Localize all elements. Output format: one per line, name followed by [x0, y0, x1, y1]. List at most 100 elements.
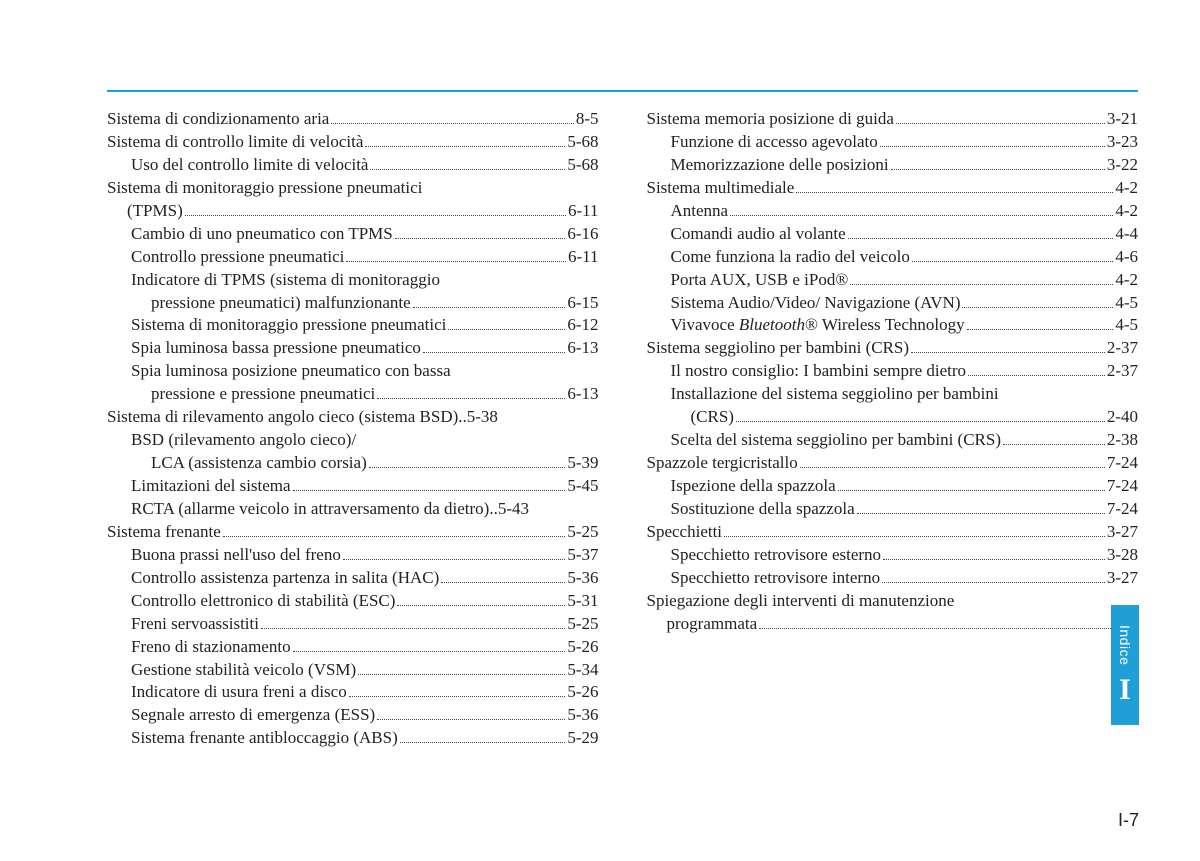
index-entry-page: 2-38	[1107, 429, 1138, 452]
index-entry-continuation: LCA (assistenza cambio corsia)	[131, 452, 367, 475]
index-entry-page: 3-27	[1107, 567, 1138, 590]
index-entry: Installazione del sistema seggiolino per…	[647, 383, 1139, 406]
index-entry-label: Ispezione della spazzola	[671, 475, 836, 498]
dot-leader	[800, 453, 1105, 468]
index-entry-label: Limitazioni del sistema	[131, 475, 291, 498]
index-entry: Sistema di rilevamento angolo cieco (sis…	[107, 406, 599, 429]
index-entry: Limitazioni del sistema 5-45	[107, 475, 599, 498]
index-entry: Spia luminosa bassa pressione pneumatico…	[107, 337, 599, 360]
index-entry-label: Sistema memoria posizione di guida	[647, 108, 894, 131]
dot-leader	[369, 453, 566, 468]
dot-leader	[377, 705, 565, 720]
index-entry: Freno di stazionamento 5-26	[107, 636, 599, 659]
dot-leader	[730, 200, 1113, 215]
index-entry: Segnale arresto di emergenza (ESS) 5-36	[107, 704, 599, 727]
dot-leader	[441, 567, 565, 582]
index-entry-page: 6-11	[568, 246, 599, 269]
index-entry-page: 4-6	[1115, 246, 1138, 269]
dot-leader	[759, 613, 1113, 628]
index-entry-label: Sistema Audio/Video/ Navigazione (AVN)	[671, 292, 961, 315]
index-entry-page: 8-5	[576, 108, 599, 131]
dot-leader	[968, 361, 1105, 376]
index-entry-page: 5-43	[498, 498, 529, 521]
side-tab-label: Indice	[1117, 625, 1133, 665]
index-entry-label: Sistema di condizionamento aria	[107, 108, 329, 131]
index-entry: Ispezione della spazzola7-24	[647, 475, 1139, 498]
index-entry-label: Controllo assistenza partenza in salita …	[131, 567, 439, 590]
index-entry-page: 5-25	[567, 521, 598, 544]
dot-leader	[343, 545, 565, 560]
index-entry-page: 5-36	[567, 567, 598, 590]
index-entry: pressione pneumatici) malfunzionante 6-1…	[107, 292, 599, 315]
index-entry-page: 5-38	[467, 406, 498, 429]
dot-leader	[423, 338, 565, 353]
index-entry: Sistema di condizionamento aria 8-5	[107, 108, 599, 131]
index-entry-label: Sistema seggiolino per bambini (CRS)	[647, 337, 910, 360]
index-entry-page: 3-27	[1107, 521, 1138, 544]
index-entry-page: 2-37	[1107, 360, 1138, 383]
index-entry-page: 7-24	[1107, 498, 1138, 521]
index-entry: Specchietto retrovisore esterno3-28	[647, 544, 1139, 567]
index-entry-page: 5-31	[567, 590, 598, 613]
index-entry-label: Sostituzione della spazzola	[671, 498, 855, 521]
dot-leader	[293, 636, 566, 651]
index-entry-label: Cambio di uno pneumatico con TPMS	[131, 223, 393, 246]
index-entry-page: 5-39	[567, 452, 598, 475]
index-entry: Spiegazione degli interventi di manutenz…	[647, 590, 1139, 613]
index-entry-page: 5-45	[567, 475, 598, 498]
index-entry-label: Spia luminosa bassa pressione pneumatico	[131, 337, 421, 360]
page-number: I-7	[1118, 810, 1139, 831]
index-entry: Controllo assistenza partenza in salita …	[107, 567, 599, 590]
index-column-right: Sistema memoria posizione di guida3-21Fu…	[647, 108, 1139, 750]
index-entry-page: 3-22	[1107, 154, 1138, 177]
index-entry: Sostituzione della spazzola 7-24	[647, 498, 1139, 521]
index-entry: Cambio di uno pneumatico con TPMS6-16	[107, 223, 599, 246]
dot-leader	[395, 223, 566, 238]
index-entry: Spazzole tergicristallo7-24	[647, 452, 1139, 475]
index-entry-label: Sistema di controllo limite di velocità	[107, 131, 363, 154]
index-entry: Specchietti3-27	[647, 521, 1139, 544]
index-entry: Specchietto retrovisore interno 3-27	[647, 567, 1139, 590]
index-entry-page: 2-40	[1107, 406, 1138, 429]
dot-leader	[736, 407, 1105, 422]
index-entry: Comandi audio al volante 4-4	[647, 223, 1139, 246]
dot-leader	[261, 613, 565, 628]
side-tab-letter: I	[1119, 675, 1131, 705]
index-entry: Freni servoassistiti5-25	[107, 613, 599, 636]
index-entry: Vivavoce Bluetooth® Wireless Technology …	[647, 314, 1139, 337]
index-entry: (CRS) 2-40	[647, 406, 1139, 429]
index-entry: Sistema seggiolino per bambini (CRS) 2-3…	[647, 337, 1139, 360]
index-entry-page: 3-28	[1107, 544, 1138, 567]
index-entry: pressione e pressione pneumatici6-13	[107, 383, 599, 406]
index-entry-page: 5-36	[567, 704, 598, 727]
index-entry-label: Gestione stabilità veicolo (VSM)	[131, 659, 356, 682]
index-entry-label: Freni servoassistiti	[131, 613, 259, 636]
index-entry-label: Spia luminosa posizione pneumatico con b…	[131, 360, 451, 383]
index-entry: Sistema frenante 5-25	[107, 521, 599, 544]
dot-leader	[838, 476, 1105, 491]
dot-leader	[962, 292, 1113, 307]
dot-leader	[331, 109, 573, 124]
index-entry-label: Spiegazione degli interventi di manutenz…	[647, 590, 955, 613]
index-entry: Sistema di controllo limite di velocità …	[107, 131, 599, 154]
dot-leader: ..	[458, 406, 467, 429]
dot-leader	[349, 682, 566, 697]
index-entry-label: Uso del controllo limite di velocità	[131, 154, 368, 177]
index-entry-page: 6-13	[567, 383, 598, 406]
index-entry-page: 4-4	[1115, 223, 1138, 246]
index-entry: Memorizzazione delle posizioni 3-22	[647, 154, 1139, 177]
index-entry-label: Controllo elettronico di stabilità (ESC)	[131, 590, 395, 613]
index-entry: Gestione stabilità veicolo (VSM)5-34	[107, 659, 599, 682]
index-entry-label: RCTA (allarme veicolo in attraversamento…	[131, 498, 489, 521]
index-entry-label: Controllo pressione pneumatici	[131, 246, 344, 269]
index-entry-page: 4-2	[1115, 269, 1138, 292]
index-entry-label: Sistema multimediale	[647, 177, 795, 200]
dot-leader	[377, 384, 565, 399]
dot-leader	[185, 200, 566, 215]
index-entry: Spia luminosa posizione pneumatico con b…	[107, 360, 599, 383]
dot-leader	[880, 132, 1105, 147]
index-entry: Come funziona la radio del veicolo4-6	[647, 246, 1139, 269]
index-entry-label: Funzione di accesso agevolato	[671, 131, 878, 154]
index-entry-label: Sistema di monitoraggio pressione pneuma…	[131, 314, 446, 337]
index-entry-continuation: pressione pneumatici) malfunzionante	[131, 292, 411, 315]
